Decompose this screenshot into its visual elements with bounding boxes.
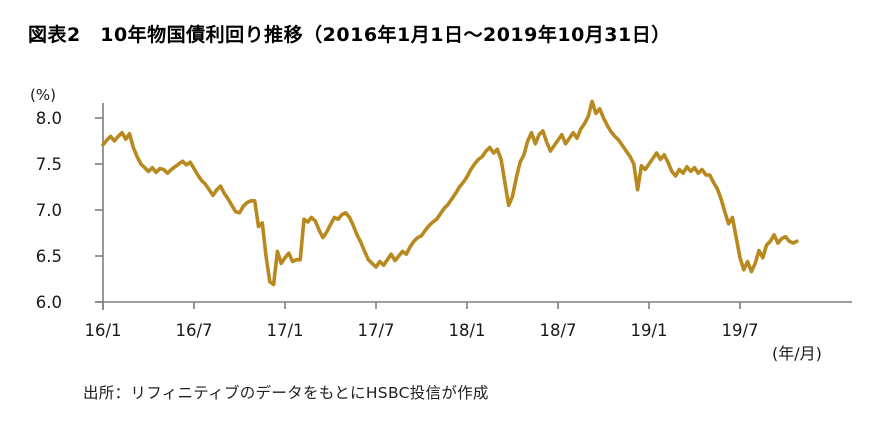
source-note: 出所：リフィニティブのデータをもとにHSBC投信が作成 <box>83 384 489 402</box>
x-axis-unit-label: (年/月) <box>772 344 822 363</box>
y-tick-label: 7.5 <box>36 155 62 174</box>
x-tick-label: 17/7 <box>357 321 394 340</box>
yield-line-series <box>101 99 799 287</box>
x-tick-label: 19/1 <box>630 321 667 340</box>
y-tick-label: 6.0 <box>36 293 62 312</box>
x-tick-label: 16/1 <box>84 321 121 340</box>
x-tick-label: 18/1 <box>448 321 485 340</box>
y-axis-unit-label: (%) <box>30 86 56 104</box>
x-tick-label: 16/7 <box>175 321 212 340</box>
y-tick-label: 6.5 <box>36 247 62 266</box>
x-tick-label: 19/7 <box>721 321 758 340</box>
y-tick-label: 7.0 <box>36 201 62 220</box>
chart-title: 図表2 10年物国債利回り推移（2016年1月1日～2019年10月31日） <box>28 24 671 46</box>
x-tick-label: 17/1 <box>266 321 303 340</box>
y-tick-label: 8.0 <box>36 109 62 128</box>
x-tick-label: 18/7 <box>539 321 576 340</box>
